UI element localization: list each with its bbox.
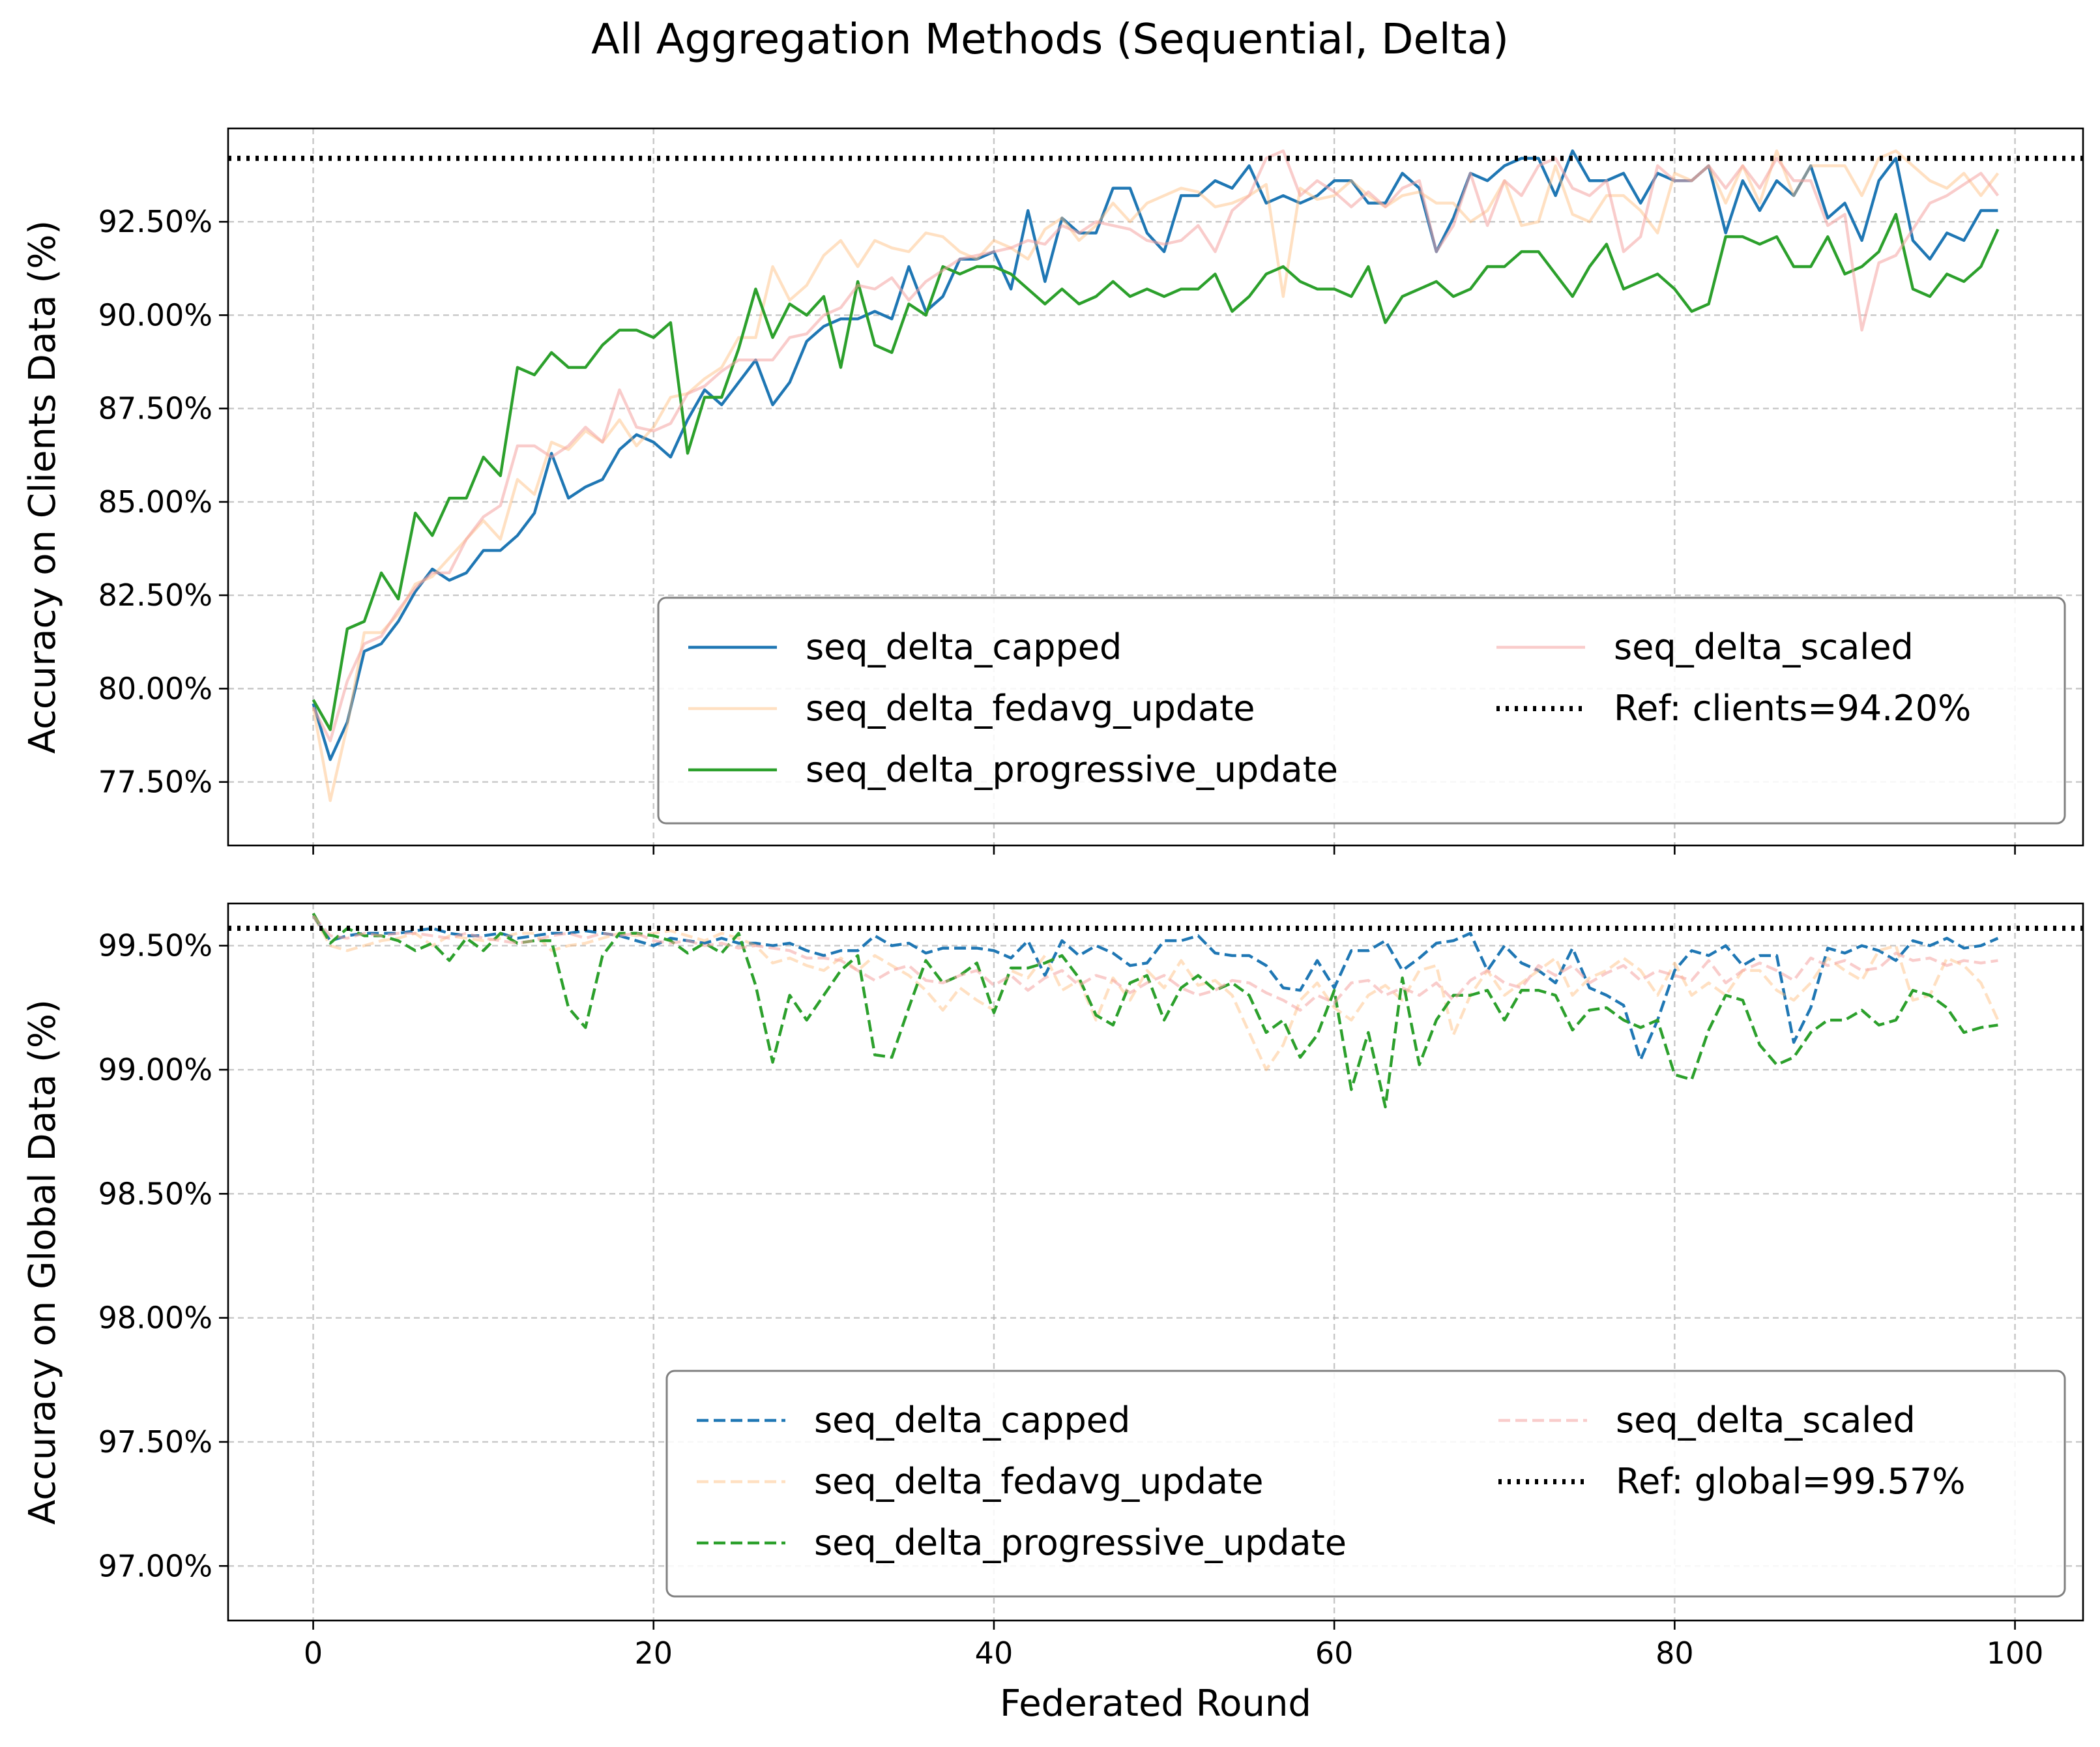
y-tick-label: 99.00% xyxy=(98,1052,212,1087)
y-tick-label: 77.50% xyxy=(98,765,212,800)
legend-label: seq_delta_capped xyxy=(814,1400,1130,1441)
legend-label: Ref: clients=94.20% xyxy=(1614,688,1971,729)
series-line-seq-delta-scaled xyxy=(312,915,1998,1012)
x-tick-label: 0 xyxy=(304,1636,323,1671)
y-tick-label: 92.50% xyxy=(98,204,212,239)
y-tick-label: 80.00% xyxy=(98,671,212,706)
x-tick-label: 40 xyxy=(975,1636,1014,1671)
series-group xyxy=(228,913,2083,1109)
series-line-seq-delta-fedavg-update xyxy=(312,915,2000,1072)
clients-accuracy-panel: 77.50% 80.00% 82.50% 85.00% 87.50% 90.00% 92.5… xyxy=(22,127,2084,855)
legend-label: seq_delta_scaled xyxy=(1614,626,1914,668)
x-tick-label: 60 xyxy=(1315,1636,1354,1671)
y-axis-title: Accuracy on Clients Data (%) xyxy=(22,220,64,754)
legend-label: Ref: global=99.57% xyxy=(1616,1461,1966,1502)
plot-frame xyxy=(227,902,2084,1622)
y-tick-label: 87.50% xyxy=(98,391,212,426)
y-tick-label: 97.00% xyxy=(98,1548,212,1583)
legend-label: seq_delta_scaled xyxy=(1616,1400,1916,1441)
legend-label: seq_delta_capped xyxy=(806,626,1122,668)
legend-label: seq_delta_progressive_update xyxy=(806,749,1338,790)
plot-frame xyxy=(227,127,2084,847)
y-tick-label: 90.00% xyxy=(98,297,212,332)
legend: seq_delta_cappedseq_delta_fedavg_updates… xyxy=(657,596,2066,825)
legend-label: seq_delta_fedavg_update xyxy=(806,688,1255,729)
series-line-seq-delta-capped xyxy=(312,915,1999,1061)
y-tick-label: 85.00% xyxy=(98,484,212,520)
x-tick-label: 80 xyxy=(1655,1636,1694,1671)
y-tick-label: 97.50% xyxy=(98,1424,212,1460)
y-tick-label: 98.50% xyxy=(98,1176,212,1211)
series-group xyxy=(228,149,2083,802)
legend-label: seq_delta_fedavg_update xyxy=(814,1461,1264,1502)
x-tick-label: 100 xyxy=(1987,1636,2044,1671)
global-accuracy-panel: 0 20 40 60 80 100 97.00% 97.50% 98.00% 98.50% 99.0… xyxy=(22,902,2084,1725)
y-tick-label: 82.50% xyxy=(98,578,212,613)
y-tick-label: 98.00% xyxy=(98,1300,212,1336)
series-line-seq-delta-progressive-update xyxy=(312,913,1998,1109)
y-tick-label: 99.50% xyxy=(98,928,212,963)
x-tick-label: 20 xyxy=(634,1636,673,1671)
series-line-seq-delta-progressive-update xyxy=(312,213,2000,731)
figure-title: All Aggregation Methods (Sequential, Del… xyxy=(591,16,1509,64)
legend: seq_delta_cappedseq_delta_fedavg_updates… xyxy=(665,1370,2066,1598)
series-line-seq-delta-scaled xyxy=(312,149,2000,742)
x-axis-title: Federated Round xyxy=(1000,1682,1311,1725)
y-axis-title: Accuracy on Global Data (%) xyxy=(22,999,64,1525)
legend-label: seq_delta_progressive_update xyxy=(814,1522,1347,1563)
